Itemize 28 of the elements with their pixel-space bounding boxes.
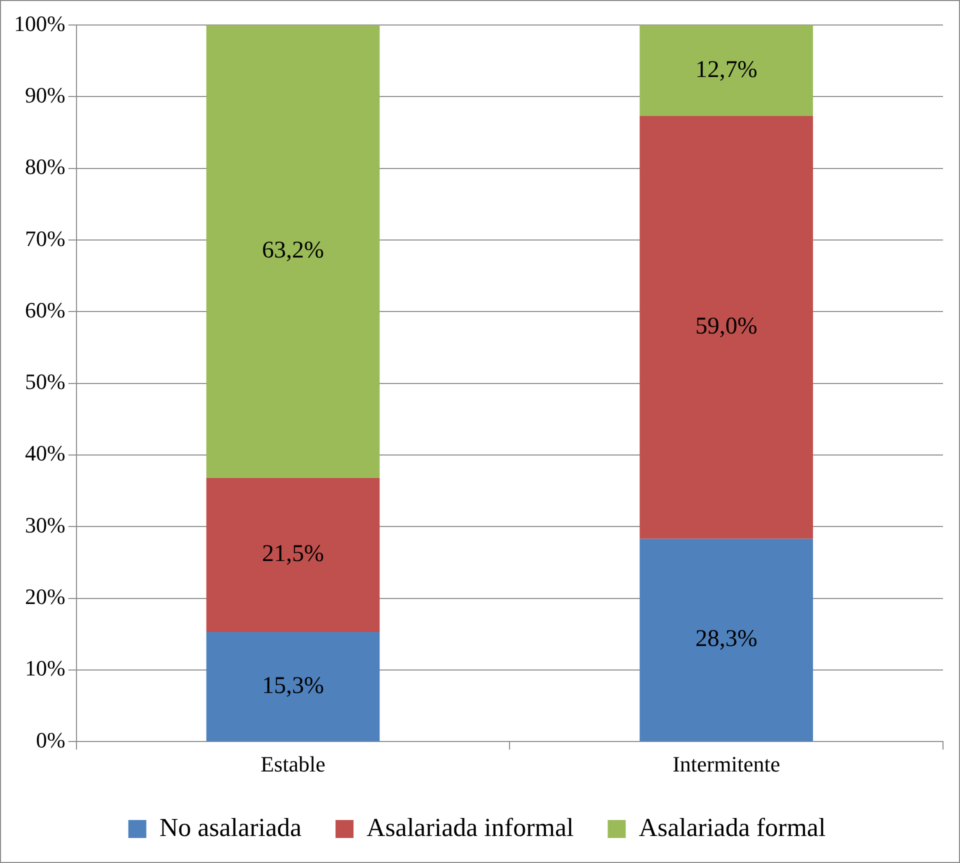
x-tick-label: Intermitente — [672, 752, 780, 777]
data-label: 59,0% — [695, 314, 758, 340]
y-tick-label: 50% — [25, 369, 66, 394]
data-label: 21,5% — [262, 541, 324, 568]
y-tick-label: 80% — [25, 154, 66, 180]
bar — [640, 116, 813, 539]
bar — [206, 25, 380, 478]
y-tick-label: 90% — [25, 82, 66, 108]
y-tick-label: 20% — [25, 584, 66, 610]
y-tick-label: 10% — [25, 656, 66, 681]
data-label: 28,3% — [695, 626, 758, 652]
legend-label: Asalariada formal — [638, 812, 826, 842]
y-tick-label: 40% — [25, 440, 66, 466]
y-tick-label: 60% — [25, 297, 66, 322]
legend-label: Asalariada informal — [366, 812, 574, 842]
data-label: 12,7% — [695, 56, 758, 83]
x-tick-label: Estable — [260, 752, 326, 777]
bar — [206, 478, 380, 632]
bar — [206, 632, 380, 742]
data-label: 15,3% — [262, 672, 324, 699]
y-tick-label: 100% — [14, 10, 66, 36]
y-tick-label: 0% — [36, 727, 66, 752]
data-label: 63,2% — [262, 238, 324, 264]
y-tick-label: 30% — [25, 512, 66, 538]
legend-label: No asalariada — [159, 812, 302, 842]
y-tick-label: 70% — [25, 226, 66, 251]
bar — [640, 538, 813, 742]
bar — [640, 25, 813, 116]
